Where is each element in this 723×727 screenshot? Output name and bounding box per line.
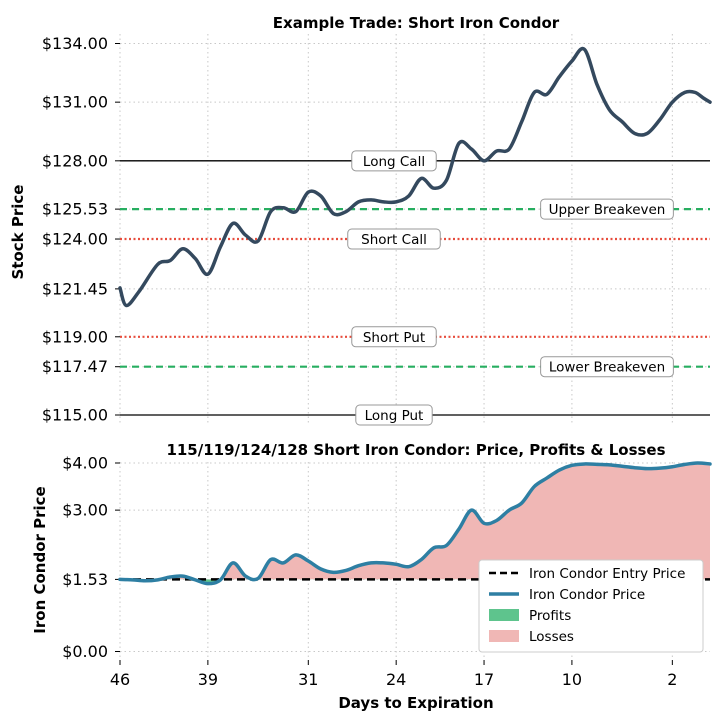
stock-chart-title: Example Trade: Short Iron Condor <box>273 14 560 32</box>
x-tick-label: 2 <box>667 670 677 689</box>
strike-level-label: Long Call <box>351 150 437 172</box>
legend-swatch-patch <box>489 630 519 642</box>
legend-label: Iron Condor Price <box>529 587 645 603</box>
strike-level-label-box <box>540 356 674 378</box>
stock-price-panel: Example Trade: Short Iron Condor Stock P… <box>9 14 712 426</box>
strike-level-label: Upper Breakeven <box>540 198 674 220</box>
x-ticks: 46 39 31 24 17 10 2 <box>110 660 677 689</box>
x-tick-label: 39 <box>198 670 218 689</box>
legend-label: Iron Condor Entry Price <box>529 566 685 582</box>
condor-y-ticks: $4.00 $3.00 $1.53 $0.00 <box>62 454 120 661</box>
strike-level-label-text: Upper Breakeven <box>549 202 666 218</box>
legend-entry: Losses <box>489 629 574 645</box>
x-tick-label: 10 <box>562 670 582 689</box>
stock-y-tick-label: $124.00 <box>42 230 108 249</box>
strike-level-label-box <box>540 198 674 220</box>
stock-y-tick-label: $117.47 <box>42 357 108 376</box>
legend-entry: Iron Condor Price <box>489 587 645 603</box>
legend-entry: Profits <box>489 608 571 624</box>
losses-area <box>160 462 710 580</box>
profit-loss-fill <box>120 462 710 584</box>
strike-level-label: Lower Breakeven <box>540 356 674 378</box>
strike-levels: Long Call Upper Breakeven Short Call Short … <box>120 150 710 426</box>
stock-y-axis-label: Stock Price <box>9 185 27 280</box>
stock-price-series <box>118 46 712 308</box>
strike-level-label-box <box>347 228 441 250</box>
strike-level-label: Short Call <box>347 228 441 250</box>
legend-label: Losses <box>529 629 574 645</box>
strike-level-label-text: Short Call <box>361 232 427 248</box>
condor-y-tick-label: $1.53 <box>62 570 108 589</box>
stock-y-tick-label: $121.45 <box>42 279 108 298</box>
strike-level-label-text: Long Put <box>365 408 424 424</box>
strike-level-label-box <box>351 326 437 348</box>
condor-price-series <box>118 461 712 586</box>
legend-label: Profits <box>529 608 571 624</box>
x-tick-label: 17 <box>474 670 494 689</box>
strike-level-label-text: Short Put <box>363 330 425 346</box>
x-tick-label: 24 <box>386 670 406 689</box>
strike-level-label-text: Lower Breakeven <box>549 360 665 376</box>
x-tick-label: 31 <box>298 670 318 689</box>
legend-swatch-patch <box>489 609 519 621</box>
stock-y-ticks: $134.00 $131.00 $128.00 $125.53 $124.00 $121.… <box>42 34 120 425</box>
stock-y-tick-label: $128.00 <box>42 151 108 170</box>
stock-price-line <box>118 46 712 308</box>
stock-y-tick-label: $125.53 <box>42 200 108 219</box>
condor-y-tick-label: $4.00 <box>62 454 108 473</box>
legend-box <box>478 559 704 653</box>
legend: Iron Condor Entry Price Iron Condor Price… <box>478 559 704 653</box>
strike-level-label-text: Long Call <box>363 154 425 170</box>
condor-y-axis-label: Iron Condor Price <box>31 486 49 633</box>
strike-level-label-box <box>351 150 437 172</box>
stock-y-tick-label: $131.00 <box>42 93 108 112</box>
x-tick-label: 46 <box>110 670 130 689</box>
stock-y-tick-label: $134.00 <box>42 34 108 53</box>
condor-y-tick-label: $0.00 <box>62 642 108 661</box>
condor-chart-title: 115/119/124/128 Short Iron Condor: Price… <box>166 441 665 459</box>
strike-level-label-box <box>355 404 433 426</box>
strike-level-label: Long Put <box>355 404 433 426</box>
condor-price-line <box>118 461 712 586</box>
iron-condor-panel: 115/119/124/128 Short Iron Condor: Price… <box>31 441 712 712</box>
legend-entry: Iron Condor Entry Price <box>489 566 685 582</box>
condor-y-tick-label: $3.00 <box>62 501 108 520</box>
stock-y-tick-label: $115.00 <box>42 406 108 425</box>
stock-y-tick-label: $119.00 <box>42 327 108 346</box>
strike-level-label: Short Put <box>351 326 437 348</box>
x-axis-label: Days to Expiration <box>338 694 493 712</box>
